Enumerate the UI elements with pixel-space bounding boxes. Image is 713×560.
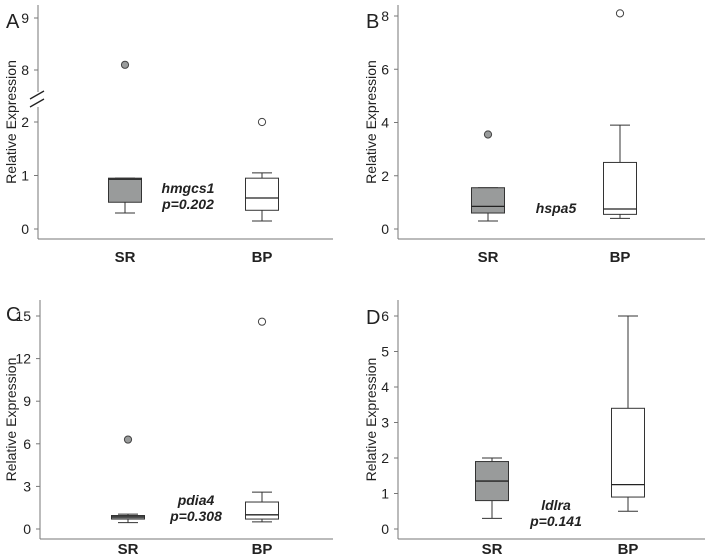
x-category-label: BP xyxy=(252,249,273,266)
outlier-point xyxy=(483,130,493,139)
y-tick-label: 2 xyxy=(21,114,29,130)
x-category-label: BP xyxy=(252,541,273,558)
y-tick-label: 6 xyxy=(381,61,389,77)
box-bp xyxy=(603,9,637,219)
outlier-point xyxy=(257,117,267,127)
panel-d: D Relative Expression 0 1 2 3 4 5 6 SR BP ldlrap=0.… xyxy=(363,300,705,558)
box-sr xyxy=(475,457,509,519)
y-tick-label: 4 xyxy=(381,379,389,395)
box-bp xyxy=(245,317,279,523)
box-iqr xyxy=(245,501,279,520)
axis-break-mark xyxy=(29,98,45,108)
outlier-point xyxy=(120,60,130,69)
box-iqr xyxy=(471,187,505,214)
x-category-label: SR xyxy=(478,249,499,266)
outlier-point xyxy=(615,9,625,18)
outlier-point xyxy=(257,317,267,326)
y-tick-label: 8 xyxy=(21,62,29,78)
box-iqr xyxy=(245,177,279,211)
y-tick-label: 2 xyxy=(381,450,389,466)
x-category-label: SR xyxy=(115,249,136,266)
y-tick-label: 2 xyxy=(381,168,389,184)
panel-label: B xyxy=(366,11,379,33)
outlier-point xyxy=(123,435,133,444)
box-bp xyxy=(245,117,279,222)
pvalue-annotation: p=0.141 xyxy=(529,513,582,529)
y-tick-label: 3 xyxy=(23,478,31,494)
x-category-label: SR xyxy=(118,541,139,558)
panel-b: B Relative Expression 0 2 4 6 8 SR BP hspa5 xyxy=(363,5,705,266)
y-tick-label: 15 xyxy=(15,308,31,324)
y-tick-label: 0 xyxy=(381,521,389,537)
y-tick-label: 4 xyxy=(381,115,389,131)
panel-c: C Relative Expression 0 3 6 9 12 15 SR BP pdia4p=0… xyxy=(3,300,333,558)
gene-annotation: ldlra xyxy=(541,497,571,513)
box-sr xyxy=(108,60,142,214)
box-iqr xyxy=(603,161,637,215)
panel-a: A Relative Expression 0 1 2 8 9 SR BP hmgcs1p=0.2… xyxy=(3,5,333,266)
y-tick-label: 0 xyxy=(21,221,29,237)
y-tick-label: 3 xyxy=(381,415,389,431)
gene-annotation: hspa5 xyxy=(536,200,577,216)
panel-label: A xyxy=(6,11,20,33)
y-axis-label: Relative Expression xyxy=(363,358,379,482)
pvalue-annotation: p=0.202 xyxy=(161,196,214,212)
pvalue-annotation: p=0.308 xyxy=(169,508,222,524)
box-iqr xyxy=(108,177,142,203)
y-tick-label: 9 xyxy=(23,393,31,409)
box-bp xyxy=(611,315,645,512)
panel-label: D xyxy=(366,307,380,329)
x-category-label: SR xyxy=(482,541,503,558)
y-tick-label: 1 xyxy=(381,486,389,502)
y-tick-label: 12 xyxy=(15,351,31,367)
box-sr xyxy=(471,130,505,222)
box-sr xyxy=(111,435,145,524)
y-tick-label: 1 xyxy=(21,168,29,184)
y-tick-label: 6 xyxy=(381,308,389,324)
y-tick-label: 8 xyxy=(381,8,389,24)
axis-break-mark xyxy=(29,90,45,100)
y-tick-label: 6 xyxy=(23,436,31,452)
y-axis-label: Relative Expression xyxy=(3,60,19,184)
y-tick-label: 0 xyxy=(23,521,31,537)
panel-label: C xyxy=(6,304,20,326)
x-category-label: BP xyxy=(618,541,639,558)
y-tick-label: 0 xyxy=(381,221,389,237)
y-axis-label: Relative Expression xyxy=(3,358,19,482)
x-category-label: BP xyxy=(610,249,631,266)
gene-annotation: hmgcs1 xyxy=(162,180,215,196)
y-axis-label: Relative Expression xyxy=(363,60,379,184)
y-tick-label: 9 xyxy=(21,10,29,26)
box-iqr xyxy=(611,407,645,498)
gene-annotation: pdia4 xyxy=(177,492,215,508)
y-tick-label: 5 xyxy=(381,344,389,360)
